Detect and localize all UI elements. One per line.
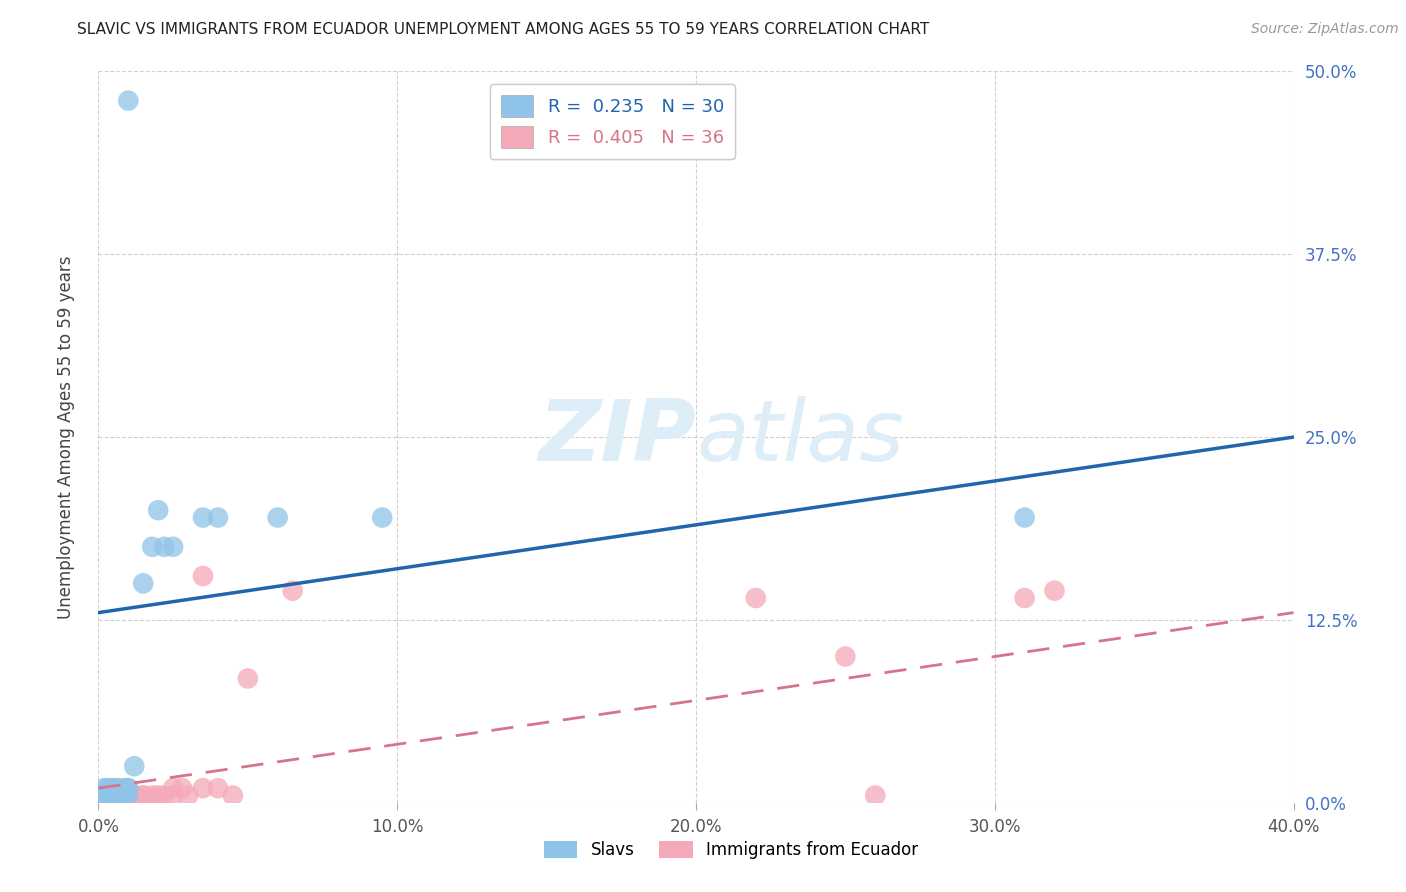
Point bbox=[96, 781, 118, 796]
Point bbox=[105, 789, 128, 803]
Point bbox=[111, 789, 134, 803]
Point bbox=[1014, 591, 1036, 605]
Point bbox=[98, 789, 122, 803]
Point bbox=[267, 510, 290, 524]
Point bbox=[207, 510, 229, 524]
Point bbox=[108, 789, 131, 803]
Y-axis label: Unemployment Among Ages 55 to 59 years: Unemployment Among Ages 55 to 59 years bbox=[56, 255, 75, 619]
Point bbox=[132, 576, 155, 591]
Point bbox=[191, 510, 214, 524]
Point bbox=[117, 789, 139, 803]
Point bbox=[281, 583, 304, 598]
Point bbox=[105, 789, 128, 803]
Point bbox=[124, 759, 146, 773]
Point bbox=[98, 789, 122, 803]
Point bbox=[108, 789, 131, 803]
Point bbox=[117, 781, 139, 796]
Point bbox=[93, 781, 115, 796]
Point bbox=[834, 649, 856, 664]
Point bbox=[103, 789, 125, 803]
Point bbox=[93, 789, 115, 803]
Point bbox=[114, 789, 136, 803]
Point bbox=[117, 789, 139, 803]
Text: Source: ZipAtlas.com: Source: ZipAtlas.com bbox=[1251, 22, 1399, 37]
Text: atlas: atlas bbox=[696, 395, 904, 479]
Point bbox=[98, 789, 122, 803]
Point bbox=[93, 789, 115, 803]
Point bbox=[148, 503, 170, 517]
Point bbox=[103, 781, 125, 796]
Point bbox=[132, 789, 155, 803]
Point bbox=[141, 789, 163, 803]
Legend: Slavs, Immigrants from Ecuador: Slavs, Immigrants from Ecuador bbox=[537, 834, 925, 866]
Point bbox=[153, 789, 176, 803]
Point bbox=[111, 789, 134, 803]
Point bbox=[148, 789, 170, 803]
Point bbox=[105, 789, 128, 803]
Point bbox=[162, 781, 184, 796]
Point bbox=[96, 789, 118, 803]
Point bbox=[865, 789, 887, 803]
Point bbox=[132, 789, 155, 803]
Point bbox=[191, 569, 214, 583]
Point bbox=[114, 781, 136, 796]
Point bbox=[162, 540, 184, 554]
Point bbox=[105, 781, 128, 796]
Point bbox=[98, 781, 122, 796]
Point bbox=[117, 781, 139, 796]
Point bbox=[745, 591, 768, 605]
Point bbox=[124, 789, 146, 803]
Point bbox=[191, 781, 214, 796]
Point bbox=[207, 781, 229, 796]
Point bbox=[108, 781, 131, 796]
Point bbox=[162, 789, 184, 803]
Point bbox=[90, 789, 112, 803]
Text: SLAVIC VS IMMIGRANTS FROM ECUADOR UNEMPLOYMENT AMONG AGES 55 TO 59 YEARS CORRELA: SLAVIC VS IMMIGRANTS FROM ECUADOR UNEMPL… bbox=[77, 22, 929, 37]
Point bbox=[1014, 510, 1036, 524]
Text: ZIP: ZIP bbox=[538, 395, 696, 479]
Point bbox=[103, 789, 125, 803]
Point bbox=[371, 510, 394, 524]
Point bbox=[93, 789, 115, 803]
Point bbox=[236, 672, 259, 686]
Point bbox=[172, 781, 194, 796]
Point bbox=[222, 789, 245, 803]
Point bbox=[108, 789, 131, 803]
Point bbox=[153, 540, 176, 554]
Point bbox=[177, 789, 200, 803]
Point bbox=[1043, 583, 1066, 598]
Point bbox=[103, 789, 125, 803]
Point bbox=[96, 789, 118, 803]
Legend: R =  0.235   N = 30, R =  0.405   N = 36: R = 0.235 N = 30, R = 0.405 N = 36 bbox=[489, 84, 735, 159]
Point bbox=[141, 540, 163, 554]
Point bbox=[90, 789, 112, 803]
Point bbox=[117, 94, 139, 108]
Point bbox=[98, 789, 122, 803]
